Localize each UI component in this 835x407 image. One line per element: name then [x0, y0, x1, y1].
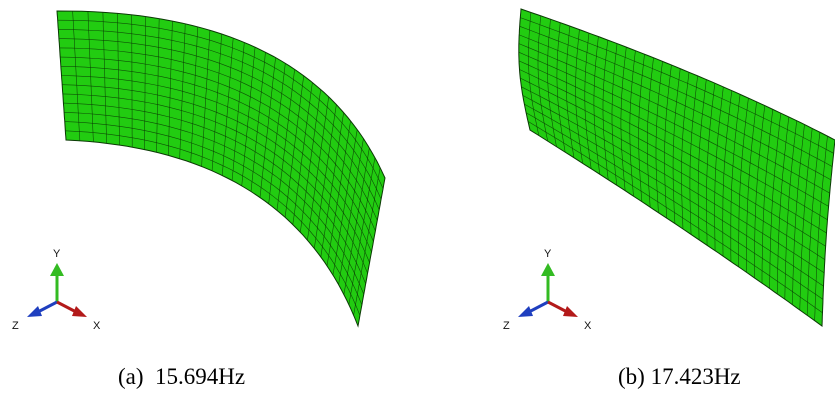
mesh-line: [524, 103, 824, 287]
mesh-line: [518, 51, 829, 207]
mesh-line: [61, 75, 372, 253]
z-axis-arrow-head: [518, 306, 533, 317]
mesh-line: [518, 60, 828, 220]
x-axis-label: X: [93, 320, 101, 332]
mode-shape-mesh-a: [56, 10, 386, 328]
mesh-surface: [56, 10, 386, 328]
mesh-line: [525, 112, 824, 300]
mesh-line: [519, 26, 833, 167]
mesh-surface: [518, 8, 835, 327]
mode-shape-mesh-b: [518, 8, 835, 327]
caption-mode-a: (a) 15.694Hz: [118, 364, 246, 389]
x-axis-arrow-head: [563, 306, 578, 317]
mesh-line: [62, 84, 370, 263]
z-axis-arrow-head: [27, 306, 42, 317]
x-axis-label: X: [584, 320, 592, 332]
mesh-line: [58, 29, 382, 200]
mesh-line: [522, 95, 825, 274]
mesh-line: [527, 121, 823, 313]
mesh-line: [520, 77, 826, 247]
mesh-line: [60, 56, 376, 232]
mesh-line: [58, 38, 380, 210]
coordinate-triad-a: Y Z X: [12, 248, 101, 332]
mesh-line: [64, 112, 365, 295]
x-axis-arrow-head: [72, 306, 87, 317]
mesh-line: [518, 43, 830, 194]
z-axis-label: Z: [12, 320, 19, 332]
mesh-line: [62, 93, 368, 274]
y-axis-label: Y: [53, 248, 61, 260]
caption-mode-b: (b) 17.423Hz: [618, 364, 741, 389]
mesh-line: [63, 102, 366, 284]
mesh-line: [521, 86, 825, 260]
y-axis-label: Y: [544, 248, 552, 260]
mesh-line: [520, 17, 834, 154]
coordinate-triad-b: Y Z X: [503, 248, 592, 332]
mesh-line: [65, 130, 361, 316]
mesh-line: [519, 69, 827, 234]
mesh-line: [64, 121, 363, 306]
mesh-line: [59, 47, 378, 221]
y-axis-arrow-head: [50, 263, 64, 276]
mesh-line: [519, 34, 832, 181]
mesh-line: [60, 66, 374, 242]
mesh-line: [57, 19, 384, 189]
y-axis-arrow-head: [541, 263, 555, 276]
z-axis-label: Z: [503, 320, 510, 332]
